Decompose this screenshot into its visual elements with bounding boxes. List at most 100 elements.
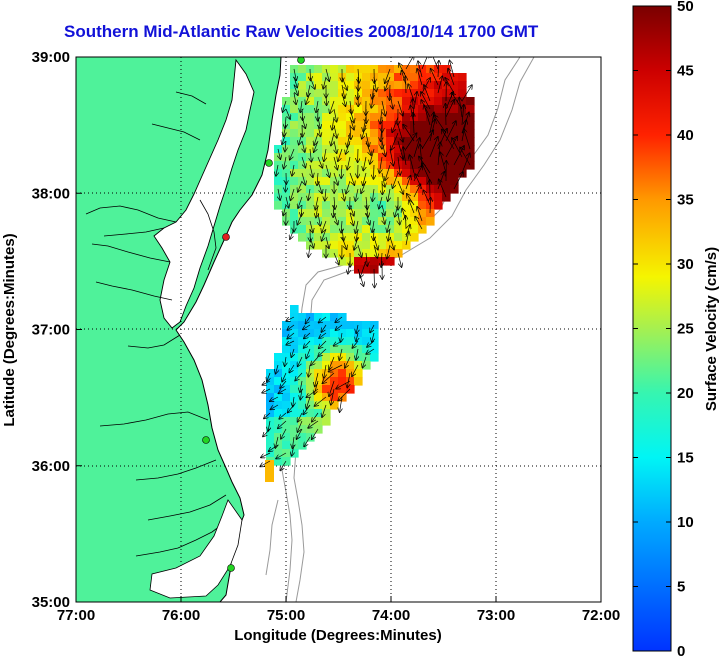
velocity-cell	[282, 449, 291, 458]
velocity-cell	[298, 425, 307, 434]
velocity-cell	[442, 105, 451, 114]
velocity-cell	[386, 241, 395, 250]
velocity-cell	[394, 129, 403, 138]
lat-tick-label: 39:00	[32, 49, 70, 66]
radar-station-marker[interactable]	[202, 436, 210, 444]
velocity-arrow	[358, 68, 359, 83]
velocity-cell	[306, 329, 315, 338]
velocity-cell	[386, 121, 395, 130]
lat-tick-label: 36:00	[32, 458, 70, 475]
velocity-cell	[386, 153, 395, 162]
velocity-cell	[282, 97, 291, 106]
velocity-arrow	[413, 113, 414, 134]
velocity-cell	[282, 201, 291, 210]
velocity-cell	[282, 145, 291, 154]
velocity-cell	[450, 185, 459, 194]
velocity-arrow	[326, 236, 329, 248]
velocity-cell	[306, 369, 315, 378]
velocity-arrow	[346, 140, 351, 154]
velocity-arrow	[405, 176, 410, 190]
colorbar-tick-label: 35	[677, 192, 694, 209]
velocity-arrow	[285, 140, 286, 151]
velocity-arrow	[372, 188, 374, 201]
velocity-cell	[410, 185, 419, 194]
velocity-cell	[346, 145, 355, 154]
velocity-cell	[386, 193, 395, 202]
velocity-cell	[322, 209, 331, 218]
velocity-cell	[458, 81, 467, 90]
velocity-arrow	[461, 153, 470, 174]
velocity-cell	[346, 177, 355, 186]
velocity-cell	[354, 217, 363, 226]
velocity-arrow	[421, 130, 433, 150]
velocity-arrow	[325, 164, 329, 177]
velocity-cell	[290, 121, 299, 130]
velocity-arrow	[340, 396, 342, 412]
velocity-cell	[290, 425, 299, 434]
velocity-cell	[330, 233, 339, 242]
radar-station-marker-inactive[interactable]	[222, 233, 230, 241]
velocity-cell	[290, 441, 299, 450]
velocity-cell	[402, 89, 411, 98]
lon-tick-label: 72:00	[582, 607, 620, 624]
velocity-cell	[306, 177, 315, 186]
velocity-arrow	[373, 228, 374, 240]
velocity-arrow	[405, 133, 416, 150]
velocity-cell	[362, 169, 371, 178]
velocity-cell	[354, 169, 363, 178]
velocity-cell	[298, 161, 307, 170]
velocity-arrow	[260, 460, 271, 466]
velocity-arrow	[397, 124, 403, 142]
velocity-cell	[434, 169, 443, 178]
velocity-arrow	[301, 172, 305, 185]
velocity-arrow	[336, 380, 351, 389]
barrier-island-pamlico	[149, 499, 243, 599]
velocity-cell	[442, 121, 451, 130]
velocity-cell	[410, 217, 419, 226]
velocity-cell	[290, 153, 299, 162]
velocity-arrow	[329, 380, 335, 396]
velocity-cell	[266, 369, 275, 378]
velocity-arrow	[304, 340, 311, 348]
velocity-cell	[402, 233, 411, 242]
velocity-cell	[386, 129, 395, 138]
velocity-cell	[466, 97, 475, 106]
plot-area[interactable]	[76, 54, 601, 602]
velocity-cell	[434, 161, 443, 170]
velocity-arrow	[363, 172, 367, 185]
velocity-arrow	[316, 100, 318, 112]
velocity-cell	[378, 233, 387, 242]
velocity-arrow	[292, 444, 294, 456]
velocity-arrow	[417, 207, 423, 222]
velocity-arrow	[263, 428, 271, 436]
radar-station-marker[interactable]	[227, 564, 235, 572]
velocity-arrow	[372, 84, 374, 98]
velocity-cell	[426, 153, 435, 162]
velocity-cell	[266, 417, 275, 426]
velocity-arrow	[391, 132, 399, 150]
velocity-arrow	[285, 116, 286, 128]
velocity-cell	[298, 233, 307, 242]
velocity-cell	[290, 129, 299, 138]
velocity-cell	[298, 441, 307, 450]
velocity-arrow	[389, 236, 394, 249]
radar-station-marker[interactable]	[297, 57, 305, 64]
radar-stations[interactable]	[202, 57, 305, 572]
velocity-arrow	[280, 380, 287, 388]
velocity-cell	[314, 241, 323, 250]
velocity-cell	[386, 169, 395, 178]
velocity-cell	[370, 113, 379, 122]
velocity-cell	[442, 193, 451, 202]
velocity-cell	[322, 225, 331, 234]
velocity-cell	[370, 145, 379, 154]
radar-station-marker[interactable]	[265, 159, 273, 167]
velocity-cell	[314, 137, 323, 146]
velocity-arrow	[333, 204, 334, 217]
velocity-cell	[354, 113, 363, 122]
velocity-arrow	[308, 420, 319, 428]
velocity-cell	[290, 209, 299, 218]
colorbar-tick-label: 45	[677, 63, 694, 80]
velocity-arrow	[283, 204, 286, 215]
velocity-arrow	[352, 364, 359, 376]
velocity-cell	[402, 177, 411, 186]
